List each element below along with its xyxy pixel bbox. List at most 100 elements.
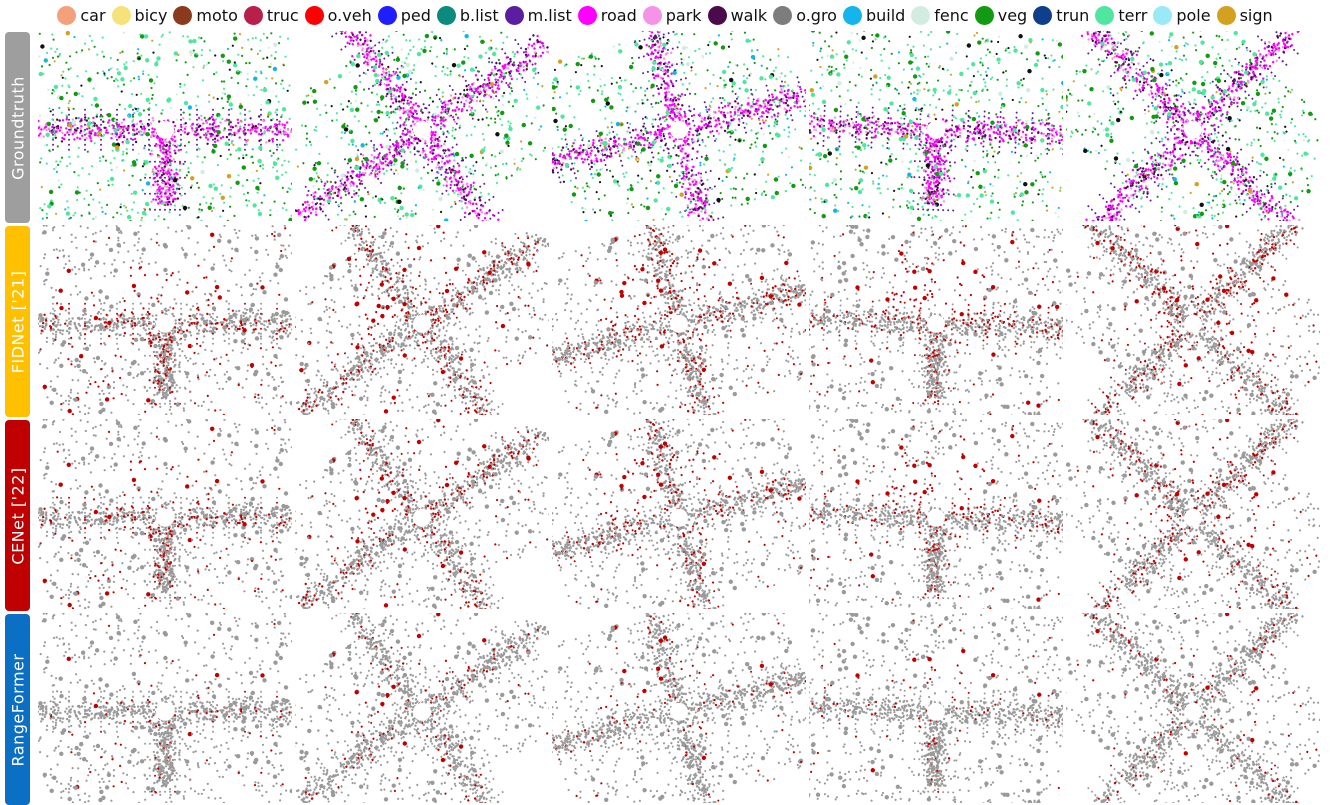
point-cloud-image xyxy=(38,225,292,415)
legend-label: walk xyxy=(731,6,768,25)
legend-item-pole: pole xyxy=(1153,5,1211,25)
point-cloud-panel xyxy=(552,613,806,803)
legend-label: veg xyxy=(998,6,1027,25)
point-cloud-panel xyxy=(295,225,549,415)
ego-vehicle-gap xyxy=(1184,314,1202,333)
point-cloud-image xyxy=(1066,225,1320,415)
legend-item-ogro: o.gro xyxy=(773,5,837,25)
legend-label: truc xyxy=(267,6,299,25)
legend-item-fenc: fenc xyxy=(911,5,969,25)
legend-label: o.veh xyxy=(328,6,372,25)
circle-icon xyxy=(57,5,77,25)
circle-icon xyxy=(504,5,524,25)
legend-item-car: car xyxy=(57,5,106,25)
legend-label: trun xyxy=(1056,6,1089,25)
legend-item-ped: ped xyxy=(377,5,431,25)
legend: car bicy moto truc o.veh ped b.list m.list road p… xyxy=(0,0,1330,30)
legend-item-mlist: m.list xyxy=(504,5,572,25)
point-cloud-panel xyxy=(552,225,806,415)
row-label-text: RangeFormer xyxy=(8,653,27,766)
point-cloud-image xyxy=(38,419,292,609)
row-label-text: CENet ['22] xyxy=(8,467,27,564)
point-cloud-image xyxy=(295,225,549,415)
circle-icon xyxy=(1216,5,1236,25)
circle-icon xyxy=(173,5,193,25)
circle-icon xyxy=(773,5,793,25)
row-label: CENet ['22] xyxy=(5,420,30,611)
point-cloud-panel xyxy=(809,225,1063,415)
comparison-grid: Groundtruth FIDNet ['21] CENet ['22] RangeF… xyxy=(0,31,1330,805)
row-label-text: Groundtruth xyxy=(8,76,27,180)
legend-label: pole xyxy=(1176,6,1210,25)
point-cloud-image xyxy=(552,613,806,803)
legend-label: car xyxy=(80,6,105,25)
legend-label: build xyxy=(866,6,905,25)
row-label: Groundtruth xyxy=(5,32,30,223)
legend-item-build: build xyxy=(842,5,905,25)
circle-icon xyxy=(842,5,862,25)
ego-vehicle-gap xyxy=(413,702,431,721)
point-cloud-image xyxy=(809,419,1063,609)
legend-label: fenc xyxy=(934,6,968,25)
ego-vehicle-gap xyxy=(927,508,945,527)
ego-vehicle-gap xyxy=(670,314,688,333)
circle-icon xyxy=(243,5,263,25)
point-cloud-panel xyxy=(1066,613,1320,803)
ego-vehicle-gap xyxy=(413,120,431,139)
row-label: FIDNet ['21] xyxy=(5,226,30,417)
point-cloud-panel xyxy=(38,225,292,415)
ego-vehicle-gap xyxy=(927,314,945,333)
circle-icon xyxy=(577,5,597,25)
circle-icon xyxy=(911,5,931,25)
point-cloud-image xyxy=(809,225,1063,415)
point-cloud-panel xyxy=(1066,225,1320,415)
point-cloud-panel xyxy=(38,419,292,609)
point-cloud-image xyxy=(1066,613,1320,803)
ego-vehicle-gap xyxy=(156,508,174,527)
ego-vehicle-gap xyxy=(1184,702,1202,721)
point-cloud-image xyxy=(1066,419,1320,609)
point-cloud-panel xyxy=(295,31,549,221)
ego-vehicle-gap xyxy=(413,508,431,527)
circle-icon xyxy=(377,5,397,25)
point-cloud-image xyxy=(809,613,1063,803)
ego-vehicle-gap xyxy=(927,120,945,139)
ego-vehicle-gap xyxy=(413,314,431,333)
point-cloud-image xyxy=(295,613,549,803)
ego-vehicle-gap xyxy=(156,120,174,139)
legend-item-walk: walk xyxy=(707,5,768,25)
circle-icon xyxy=(1153,5,1173,25)
point-cloud-panel xyxy=(295,419,549,609)
circle-icon xyxy=(974,5,994,25)
legend-item-truc: truc xyxy=(243,5,299,25)
ego-vehicle-gap xyxy=(156,314,174,333)
legend-item-oveh: o.veh xyxy=(304,5,372,25)
legend-label: b.list xyxy=(460,6,499,25)
point-cloud-image xyxy=(1066,31,1319,221)
point-cloud-panel xyxy=(809,613,1063,803)
ego-vehicle-gap xyxy=(1184,120,1202,139)
legend-item-road: road xyxy=(577,5,637,25)
legend-label: o.gro xyxy=(796,6,837,25)
ego-vehicle-gap xyxy=(156,702,174,721)
point-cloud-panel xyxy=(809,31,1063,221)
point-cloud-panel xyxy=(809,419,1063,609)
point-cloud-panel xyxy=(1066,419,1320,609)
point-cloud-panel xyxy=(295,613,549,803)
legend-item-park: park xyxy=(642,5,702,25)
circle-icon xyxy=(1033,5,1053,25)
legend-label: moto xyxy=(196,6,237,25)
legend-item-bicy: bicy xyxy=(111,5,168,25)
point-cloud-image xyxy=(552,225,806,415)
point-cloud-panel xyxy=(38,31,292,221)
legend-label: park xyxy=(666,6,702,25)
ego-vehicle-gap xyxy=(927,702,945,721)
point-cloud-panel xyxy=(1066,31,1320,221)
legend-label: bicy xyxy=(135,6,168,25)
row-label: RangeFormer xyxy=(5,614,30,805)
legend-label: terr xyxy=(1118,6,1147,25)
ego-vehicle-gap xyxy=(670,702,688,721)
point-cloud-image xyxy=(552,31,806,221)
point-cloud-image xyxy=(38,613,292,803)
point-cloud-image xyxy=(295,419,549,609)
